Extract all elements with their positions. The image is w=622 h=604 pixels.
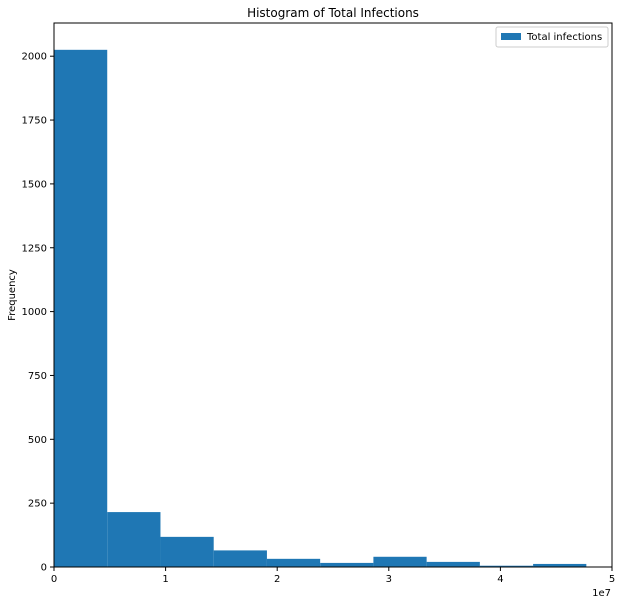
histogram-bar [107,512,161,567]
y-axis-ticks: 0 250 500 750 1000 1250 1500 1750 2000 [22,52,54,574]
histogram-bar [373,556,427,567]
legend-label: Total infections [526,32,602,43]
bars-group [54,49,587,567]
y-tick-label: 750 [28,371,47,382]
x-tick-label: 2 [274,574,280,585]
y-tick-label: 250 [28,499,47,510]
x-tick-label: 0 [51,574,57,585]
x-axis-ticks: 0 1 2 3 4 5 [51,567,615,585]
legend-swatch [501,33,521,40]
histogram-bar [426,561,480,567]
histogram-bar [54,49,108,567]
histogram-bar [320,562,374,567]
histogram-bar [213,550,267,567]
histogram-bar [479,565,534,567]
histogram-bar [533,563,587,567]
y-tick-label: 1250 [22,243,47,254]
y-tick-label: 1750 [22,116,47,127]
y-tick-label: 1000 [22,307,47,318]
x-tick-label: 5 [609,574,615,585]
axes-frame [53,22,613,568]
y-tick-label: 500 [28,435,47,446]
x-axis-offset-text: 1e7 [592,588,611,599]
x-tick-label: 3 [386,574,392,585]
x-tick-label: 1 [162,574,168,585]
histogram-bar [160,536,214,567]
plot-area [54,23,612,567]
y-axis-label: Frequency [7,269,18,321]
legend: Total infections [495,26,609,48]
legend-box [495,26,609,48]
histogram-bar [266,558,321,567]
y-tick-label: 2000 [22,52,47,63]
chart-title: Histogram of Total Infections [247,6,419,20]
x-tick-label: 4 [497,574,503,585]
y-tick-label: 0 [41,563,47,574]
y-tick-label: 1500 [22,179,47,190]
